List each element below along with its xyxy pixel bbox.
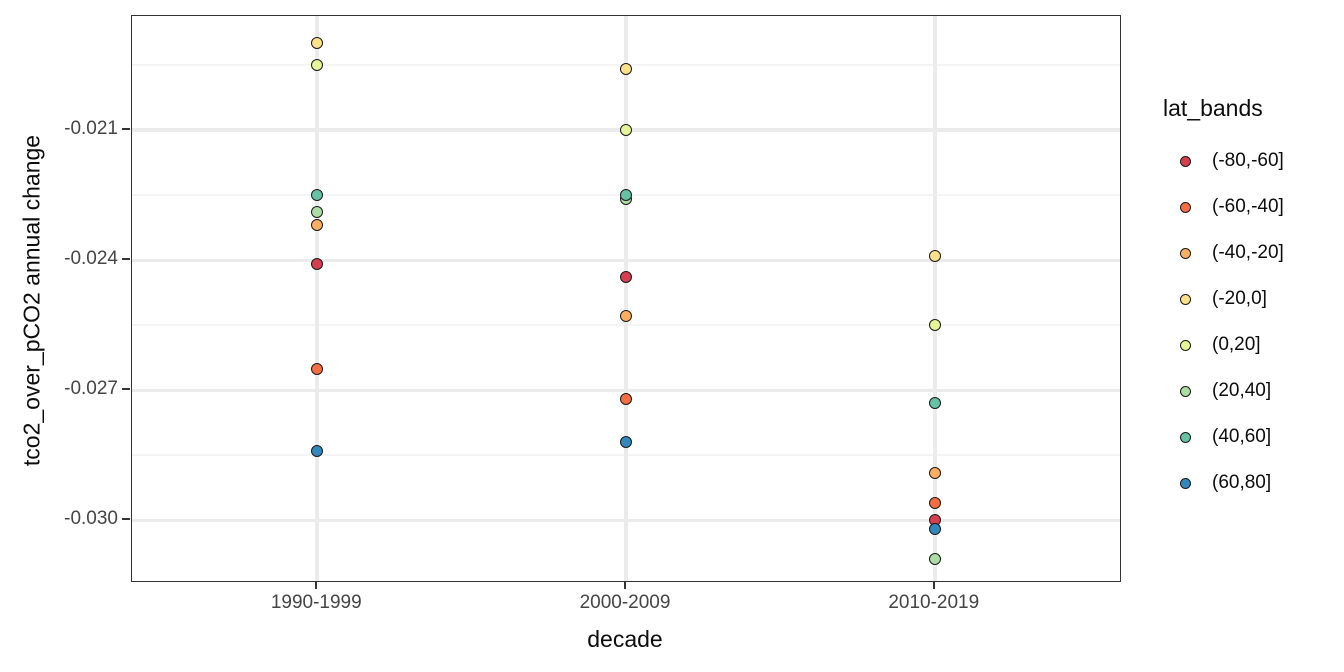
legend-key-circle	[1180, 431, 1191, 443]
data-point	[311, 258, 324, 271]
data-point	[311, 362, 324, 375]
data-point	[311, 58, 324, 71]
data-point	[620, 63, 632, 76]
legend-items: (-80,-60] (-60,-40] (-40,-20] (-20,0] (0,20]…	[1163, 138, 1341, 506]
data-point	[928, 553, 941, 566]
x-tick-label: 1990-1999	[270, 592, 362, 613]
legend-key-circle	[1180, 293, 1191, 305]
y-tick-label: -0.027	[64, 378, 118, 400]
legend: lat_bands (-80,-60] (-60,-40] (-40,-20] (-2…	[1163, 95, 1341, 506]
legend-item-label: (40,60]	[1212, 426, 1272, 447]
legend-item-label: (-20,0]	[1212, 288, 1267, 309]
y-tick-mark	[122, 258, 130, 261]
y-tick-mark	[122, 518, 130, 521]
data-point	[620, 271, 632, 284]
y-tick-label: -0.024	[64, 248, 118, 270]
x-tick-label: 2010-2019	[888, 592, 980, 613]
data-point	[928, 319, 941, 332]
y-tick-label: -0.030	[64, 508, 118, 530]
legend-item: (-80,-60]	[1163, 138, 1341, 184]
gridline-vertical	[623, 16, 629, 581]
legend-key-circle	[1180, 155, 1191, 167]
y-tick-mark	[122, 128, 130, 131]
legend-item: (-40,-20]	[1163, 230, 1341, 276]
y-axis-title: tco2_over_pCO2 annual change	[18, 134, 45, 467]
y-tick-label: -0.021	[64, 118, 118, 140]
data-point	[311, 189, 324, 202]
legend-item-label: (-60,-40]	[1212, 196, 1284, 217]
legend-key-circle	[1180, 247, 1191, 259]
data-point	[620, 124, 632, 137]
legend-item-label: (-80,-60]	[1212, 150, 1284, 171]
legend-item: (-60,-40]	[1163, 184, 1341, 230]
legend-key-circle	[1180, 339, 1191, 351]
data-point	[311, 444, 324, 457]
legend-item: (60,80]	[1163, 460, 1341, 506]
y-tick-mark	[122, 388, 130, 391]
x-tick-mark	[932, 581, 935, 589]
data-point	[620, 392, 632, 405]
legend-item: (-20,0]	[1163, 276, 1341, 322]
data-point	[928, 249, 941, 262]
x-tick-label: 2000-2009	[579, 592, 671, 613]
legend-key-circle	[1180, 201, 1191, 213]
x-tick-mark	[624, 581, 626, 589]
legend-key-circle	[1180, 385, 1191, 397]
data-point	[620, 189, 632, 202]
gridline-vertical	[315, 16, 320, 581]
data-point	[928, 397, 941, 410]
data-point	[620, 310, 632, 323]
legend-item-label: (-40,-20]	[1212, 242, 1284, 263]
data-point	[928, 496, 941, 509]
legend-item: (0,20]	[1163, 322, 1341, 368]
data-point	[311, 206, 324, 219]
legend-item-label: (0,20]	[1212, 334, 1261, 355]
legend-title: lat_bands	[1163, 95, 1263, 121]
legend-item-label: (60,80]	[1212, 472, 1272, 493]
gridline-vertical	[932, 16, 937, 581]
data-point	[928, 466, 941, 479]
legend-item-label: (20,40]	[1212, 380, 1272, 401]
x-tick-mark	[315, 581, 318, 589]
legend-key-circle	[1180, 477, 1191, 489]
plot-panel	[131, 15, 1121, 582]
legend-item: (40,60]	[1163, 414, 1341, 460]
x-axis-title: decade	[587, 626, 663, 652]
data-point	[311, 219, 324, 232]
data-point	[928, 522, 941, 535]
data-point	[311, 37, 324, 50]
legend-item: (20,40]	[1163, 368, 1341, 414]
data-point	[620, 436, 632, 449]
